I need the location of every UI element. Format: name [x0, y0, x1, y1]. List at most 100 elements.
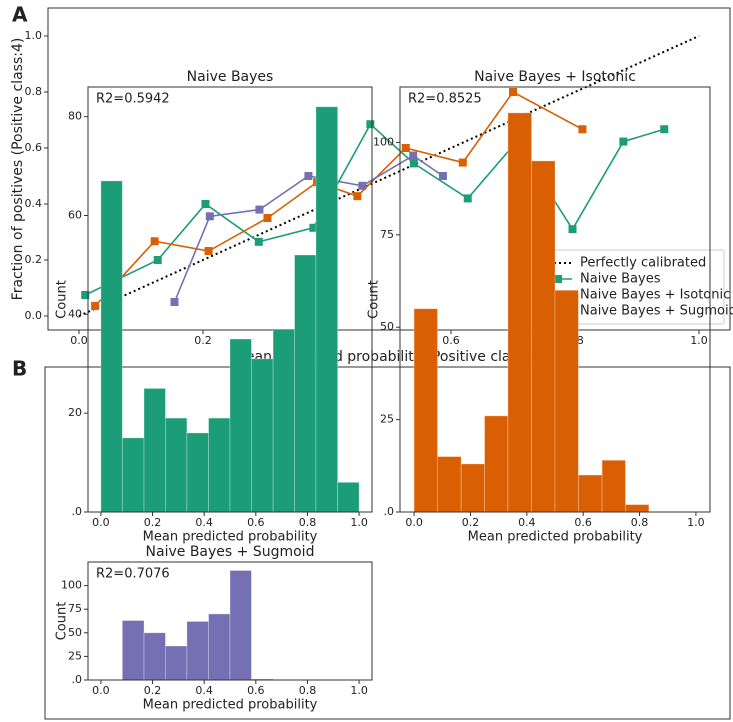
x-tick-label: 0.6 — [247, 684, 265, 697]
panel-frame — [44, 366, 731, 720]
bar — [531, 160, 556, 513]
chart-title: Naive Bayes + Sugmoid — [146, 544, 315, 560]
annotation: R2=0.5942 — [96, 92, 170, 107]
bar — [165, 645, 188, 681]
point — [150, 237, 159, 246]
point — [201, 200, 210, 208]
x-tick-label: 1.0 — [350, 684, 368, 697]
legend-marker — [554, 275, 562, 283]
x-tick-label: 0.4 — [195, 516, 213, 529]
point — [353, 192, 362, 201]
x-tick-label: 0.2 — [462, 516, 480, 529]
point — [401, 144, 410, 152]
x-tick-label: 1.0 — [350, 516, 368, 529]
legend-label: Naive Bayes — [580, 272, 661, 287]
y-tick-label: 100 — [61, 579, 82, 592]
y-tick-label: 0.0 — [25, 309, 43, 322]
y-tick-label: 80 — [68, 110, 82, 123]
bar — [229, 570, 252, 681]
point — [81, 291, 90, 299]
plot-frame — [399, 86, 711, 513]
chart: 0.00.20.40.60.81.00.00.20.40.60.81.0Mean… — [10, 7, 733, 365]
x-tick-label: 0.6 — [442, 334, 460, 347]
x-tick-label: 1.0 — [690, 334, 708, 347]
bar — [625, 504, 650, 513]
bar — [272, 328, 295, 513]
point — [619, 137, 628, 146]
bar — [121, 437, 145, 513]
point — [309, 223, 318, 232]
bar — [413, 308, 438, 513]
legend-label: Naive Bayes + Isotonic — [580, 288, 730, 303]
y-tick-label: 100 — [373, 135, 394, 148]
x-tick-label: 0.4 — [195, 684, 213, 697]
point — [463, 194, 472, 203]
point — [409, 159, 418, 168]
bar — [507, 112, 533, 513]
point — [568, 225, 577, 234]
x-tick-label: 0.8 — [299, 516, 317, 529]
point — [660, 125, 669, 134]
series-line — [84, 122, 665, 296]
point — [409, 151, 418, 160]
legend-label: Naive Bayes + Sugmoid — [580, 304, 733, 319]
bar — [208, 417, 231, 513]
y-tick-label: .0 — [72, 673, 83, 686]
point — [304, 172, 313, 180]
x-tick-label: 0.0 — [70, 334, 88, 347]
bar — [251, 358, 274, 513]
bar — [121, 620, 145, 681]
bar — [229, 338, 252, 513]
x-tick-label: 0.6 — [574, 516, 592, 529]
panel-label: A — [12, 3, 28, 27]
y-tick-label: 0.2 — [25, 253, 43, 266]
bar — [337, 481, 360, 513]
x-axis-label: Mean predicted probability — [143, 530, 318, 545]
y-axis-label: Count — [55, 602, 70, 641]
plot-frame — [47, 7, 731, 331]
point — [438, 172, 447, 180]
x-tick-label: 0.0 — [92, 516, 110, 529]
bar — [437, 456, 462, 513]
bar — [186, 432, 209, 513]
y-tick-label: 25 — [68, 649, 82, 662]
bar — [554, 289, 579, 513]
bar — [143, 632, 166, 681]
panel-label: B — [12, 357, 27, 381]
bar — [165, 417, 188, 513]
bar — [577, 474, 603, 513]
x-tick-label: 0.2 — [144, 684, 162, 697]
y-tick-label: 60 — [68, 208, 82, 221]
legend-label: Perfectly calibrated — [580, 256, 706, 271]
y-tick-label: .0 — [384, 505, 395, 518]
x-tick-label: 0.6 — [247, 516, 265, 529]
y-tick-label: .0 — [72, 505, 83, 518]
bar — [294, 254, 317, 513]
y-axis-label: Fraction of positives (Positive class:4) — [10, 38, 26, 301]
chart: 0.0 0.2 0.4 0.6 0.8 1.0 .0 25 50 75 100 Mean predic… — [367, 69, 711, 545]
point — [509, 88, 517, 96]
bar — [484, 415, 509, 513]
x-tick-label: 0.4 — [518, 516, 536, 529]
x-tick-label: 0.0 — [92, 684, 110, 697]
x-axis-label: Mean predicted probability — [143, 698, 318, 713]
point — [458, 158, 467, 167]
y-tick-label: 50 — [68, 626, 82, 639]
y-tick-label: 0.4 — [25, 197, 43, 210]
plot-frame — [87, 561, 373, 681]
annotation: R2=0.7076 — [96, 567, 170, 582]
chart: 0.0 0.2 0.4 0.6 0.8 1.0 .0 25 50 75 100 Mean predic… — [55, 544, 373, 713]
y-tick-label: 0.8 — [25, 85, 43, 98]
point — [263, 214, 272, 222]
point — [153, 256, 162, 264]
x-tick-label: 0.2 — [194, 334, 212, 347]
y-tick-label: 1.0 — [25, 29, 43, 42]
bar — [100, 180, 123, 513]
bar — [460, 463, 485, 513]
y-tick-label: 75 — [68, 602, 82, 615]
x-tick-label: 1.0 — [687, 516, 705, 529]
bar — [143, 388, 166, 513]
x-tick-label: 0.0 — [405, 516, 423, 529]
y-axis-label: Count — [367, 280, 382, 319]
